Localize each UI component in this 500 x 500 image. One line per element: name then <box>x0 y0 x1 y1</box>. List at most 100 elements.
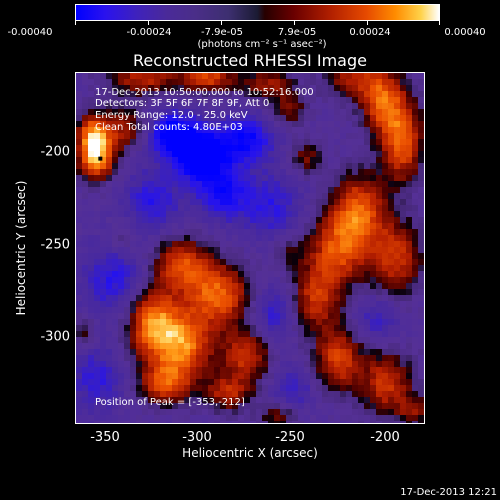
heatmap-cell <box>412 289 418 295</box>
heatmap-cell <box>220 241 226 247</box>
heatmap-cell <box>88 349 94 355</box>
heatmap-cell <box>352 85 358 91</box>
heatmap-cell <box>268 175 274 181</box>
heatmap-cell <box>154 391 160 397</box>
heatmap-cell <box>298 319 304 325</box>
heatmap-cell <box>352 247 358 253</box>
heatmap-cell <box>238 187 244 193</box>
heatmap-cell <box>334 169 340 175</box>
heatmap-cell <box>316 295 322 301</box>
heatmap-cell <box>190 79 196 85</box>
heatmap-cell <box>388 97 394 103</box>
heatmap-cell <box>82 319 88 325</box>
heatmap-cell <box>112 349 118 355</box>
heatmap-cell <box>340 205 346 211</box>
heatmap-cell <box>154 115 160 121</box>
heatmap-cell <box>232 157 238 163</box>
heatmap-cell <box>106 397 112 403</box>
heatmap-cell <box>400 223 406 229</box>
heatmap-cell <box>124 151 130 157</box>
heatmap-cell <box>328 139 334 145</box>
heatmap-cell <box>418 85 424 91</box>
heatmap-cell <box>280 379 286 385</box>
heatmap-cell <box>82 307 88 313</box>
heatmap-cell <box>202 91 208 97</box>
heatmap-cell <box>112 187 118 193</box>
heatmap-cell <box>310 355 316 361</box>
heatmap-cell <box>292 73 298 79</box>
heatmap-cell <box>292 97 298 103</box>
heatmap-cell <box>220 79 226 85</box>
heatmap-cell <box>364 349 370 355</box>
heatmap-cell <box>298 127 304 133</box>
heatmap-cell <box>178 187 184 193</box>
heatmap-cell <box>268 283 274 289</box>
heatmap-cell <box>274 253 280 259</box>
heatmap-cell <box>400 313 406 319</box>
heatmap-cell <box>262 355 268 361</box>
heatmap-cell <box>244 211 250 217</box>
heatmap-cell <box>196 385 202 391</box>
heatmap-cell <box>292 181 298 187</box>
heatmap-cell <box>154 91 160 97</box>
heatmap-cell <box>208 265 214 271</box>
heatmap-cell <box>346 307 352 313</box>
heatmap-cell <box>190 175 196 181</box>
heatmap-cell <box>136 289 142 295</box>
heatmap-cell <box>196 229 202 235</box>
heatmap-cell <box>82 235 88 241</box>
heatmap-cell <box>370 409 376 415</box>
heatmap-cell <box>226 241 232 247</box>
heatmap-cell <box>196 403 202 409</box>
x-tick-label: -300 <box>182 430 212 445</box>
heatmap-cell <box>226 181 232 187</box>
heatmap-cell <box>394 307 400 313</box>
heatmap-cell <box>214 391 220 397</box>
heatmap-cell <box>106 349 112 355</box>
heatmap-cell <box>346 247 352 253</box>
heatmap-cell <box>166 211 172 217</box>
heatmap-cell <box>256 367 262 373</box>
heatmap-cell <box>328 115 334 121</box>
heatmap-cell <box>340 199 346 205</box>
heatmap-cell <box>220 367 226 373</box>
heatmap-cell <box>154 409 160 415</box>
heatmap-cell <box>364 337 370 343</box>
heatmap-cell <box>256 397 262 403</box>
heatmap-cell <box>280 211 286 217</box>
heatmap-cell <box>400 343 406 349</box>
heatmap-cell <box>118 163 124 169</box>
heatmap-cell <box>352 235 358 241</box>
heatmap-cell <box>286 85 292 91</box>
heatmap-cell <box>172 409 178 415</box>
heatmap-cell <box>382 175 388 181</box>
heatmap-cell <box>82 283 88 289</box>
heatmap-cell <box>406 385 412 391</box>
heatmap-cell <box>316 133 322 139</box>
heatmap-cell <box>286 181 292 187</box>
peak-position-annotation: Position of Peak = [-353,-212] <box>95 397 245 408</box>
heatmap-cell <box>196 199 202 205</box>
heatmap-cell <box>394 181 400 187</box>
heatmap-cell <box>274 121 280 127</box>
heatmap-cell <box>100 265 106 271</box>
heatmap-cell <box>76 181 82 187</box>
heatmap-cell <box>304 409 310 415</box>
heatmap-cell <box>322 301 328 307</box>
heatmap-cell <box>292 409 298 415</box>
heatmap-cell <box>256 121 262 127</box>
heatmap-image <box>76 73 424 423</box>
heatmap-cell <box>292 379 298 385</box>
heatmap-cell <box>376 247 382 253</box>
heatmap-cell <box>328 193 334 199</box>
heatmap-cell <box>130 415 136 421</box>
heatmap-cell <box>358 253 364 259</box>
heatmap-cell <box>346 415 352 421</box>
heatmap-cell <box>286 271 292 277</box>
heatmap-cell <box>244 337 250 343</box>
heatmap-cell <box>370 163 376 169</box>
heatmap-cell <box>130 385 136 391</box>
heatmap-cell <box>202 187 208 193</box>
heatmap-cell <box>106 337 112 343</box>
heatmap-cell <box>418 307 424 313</box>
